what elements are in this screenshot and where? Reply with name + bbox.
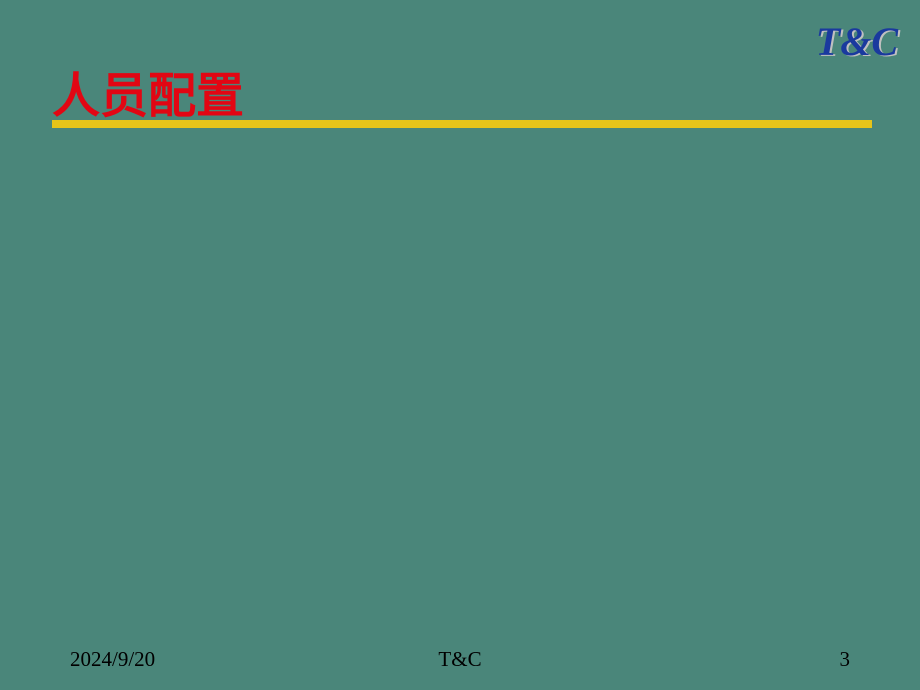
slide: T&C T&C 人员配置 2024/9/20 T&C 3: [0, 0, 920, 690]
title-divider: [52, 120, 872, 128]
logo-main: T&C: [816, 19, 898, 64]
footer-center: T&C: [438, 647, 481, 672]
brand-logo: T&C T&C: [816, 18, 898, 65]
footer-date: 2024/9/20: [70, 647, 155, 672]
page-title: 人员配置: [52, 56, 244, 126]
footer-page-number: 3: [840, 647, 851, 672]
